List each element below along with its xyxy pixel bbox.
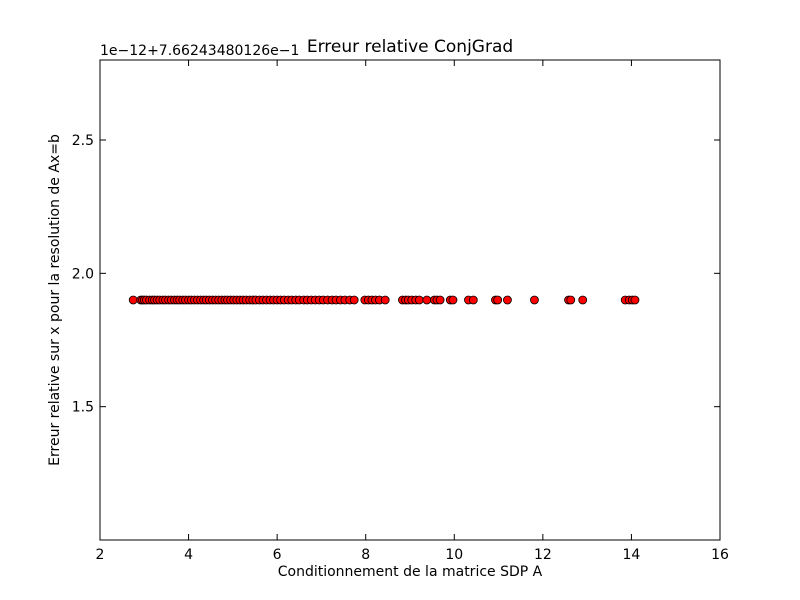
plot-frame: [99, 59, 721, 541]
y-offset-label: 1e−12+7.66243480126e−1: [100, 43, 299, 59]
y-tick-label: 1.5: [72, 400, 94, 416]
y-tick-label: 2.5: [72, 133, 94, 149]
x-axis-ticks: 2 4 6 8 10 12 14 16: [96, 60, 729, 563]
x-axis-label: Conditionnement de la matrice SDP A: [278, 564, 543, 580]
data-point: [493, 295, 503, 305]
y-tick-label: 2.0: [72, 266, 94, 282]
data-point: [128, 295, 138, 305]
data-point: [414, 295, 424, 305]
x-tick-label: 8: [361, 547, 370, 563]
x-tick-label: 14: [623, 547, 641, 563]
x-tick-label: 4: [184, 547, 193, 563]
data-point: [380, 295, 390, 305]
data-point: [435, 295, 445, 305]
data-point: [530, 295, 539, 305]
data-point: [503, 295, 512, 305]
data-point: [578, 295, 588, 305]
data-point: [566, 295, 576, 305]
y-axis-ticks: 1.5 2.0 2.5: [72, 133, 720, 416]
data-point: [349, 295, 359, 305]
x-tick-label: 12: [534, 547, 552, 563]
x-tick-label: 2: [96, 547, 105, 563]
y-axis-label: Erreur relative sur x pour la resolution…: [47, 134, 63, 466]
data-point: [468, 295, 478, 305]
data-points: [128, 295, 640, 305]
data-point: [630, 295, 640, 305]
x-tick-label: 6: [273, 547, 282, 563]
data-point: [448, 295, 458, 305]
x-tick-label: 10: [445, 547, 463, 563]
chart-title: Erreur relative ConjGrad: [307, 37, 513, 57]
x-tick-label: 16: [711, 547, 729, 563]
data-point: [422, 295, 432, 305]
